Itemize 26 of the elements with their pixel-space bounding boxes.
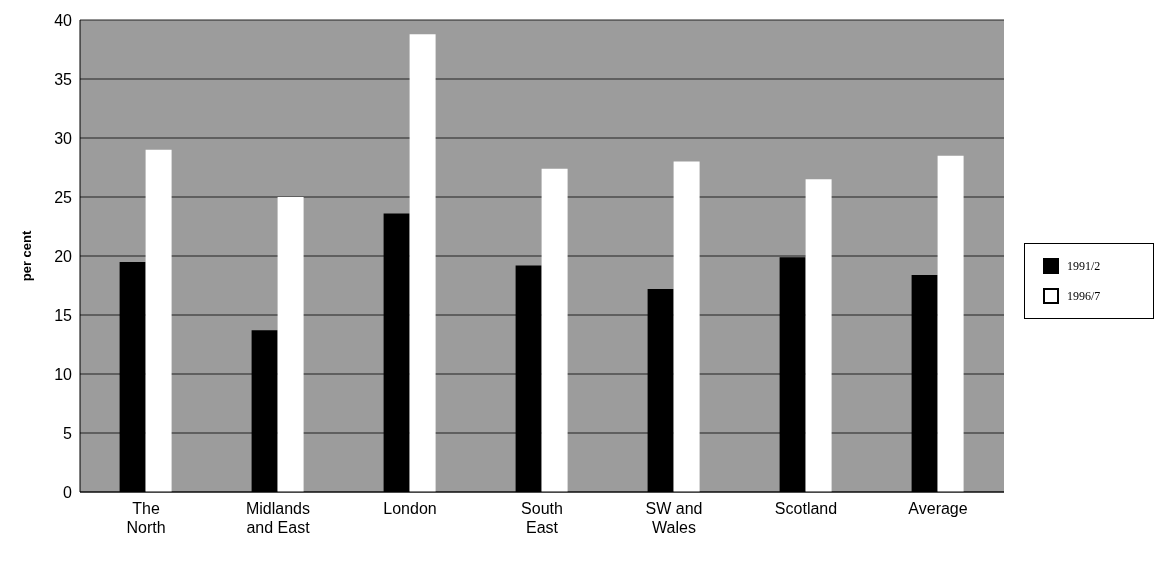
bar	[673, 161, 700, 492]
y-tick-label: 0	[63, 483, 73, 501]
y-axis-title: per cent	[18, 230, 34, 282]
y-tick-label: 5	[63, 424, 73, 442]
x-tick-label: SW and Wales	[645, 500, 703, 536]
y-tick-label: 15	[54, 306, 73, 324]
y-tick-label: 25	[54, 188, 73, 206]
x-tick-label: Average	[908, 500, 968, 517]
bar	[805, 179, 832, 492]
x-tick-label: South East	[521, 500, 563, 536]
y-tick-label: 35	[54, 70, 73, 88]
legend-label: 1996/7	[1067, 288, 1101, 304]
bar	[409, 34, 436, 492]
y-tick-label: 40	[54, 11, 73, 29]
y-tick-label: 10	[54, 365, 73, 383]
x-tick-label: Scotland	[774, 500, 838, 517]
bar	[937, 155, 964, 492]
bar	[145, 149, 172, 492]
x-tick-label: The North	[126, 500, 166, 536]
y-tick-label: 30	[54, 129, 73, 147]
x-tick-label: Midlands and East	[245, 500, 311, 536]
bar	[541, 168, 568, 492]
legend-label: 1991/2	[1067, 258, 1101, 274]
bar	[277, 197, 304, 492]
x-tick-label: London	[383, 500, 437, 517]
y-tick-label: 20	[54, 247, 73, 265]
